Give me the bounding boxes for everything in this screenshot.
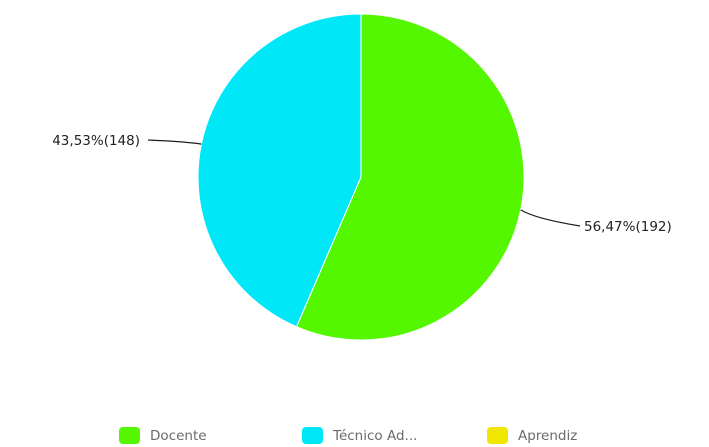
pie-slice-0[interactable] [295, 13, 525, 341]
slice-leader-line-1 [147, 139, 202, 145]
legend-label-aprendiz: Aprendiz [518, 428, 578, 444]
legend-swatch-tecnico [302, 427, 323, 444]
chart-legend: Docente Técnico Ad... Aprendiz [0, 420, 709, 447]
slice-leader-line-0 [520, 209, 581, 227]
legend-swatch-docente [119, 427, 140, 444]
legend-label-docente: Docente [150, 428, 207, 444]
legend-swatch-aprendiz [487, 427, 508, 444]
slice-data-label-0: 56,47%(192) [584, 219, 672, 235]
slice-data-label-1: 43,53%(148) [52, 133, 140, 149]
legend-label-tecnico: Técnico Ad... [333, 428, 418, 444]
